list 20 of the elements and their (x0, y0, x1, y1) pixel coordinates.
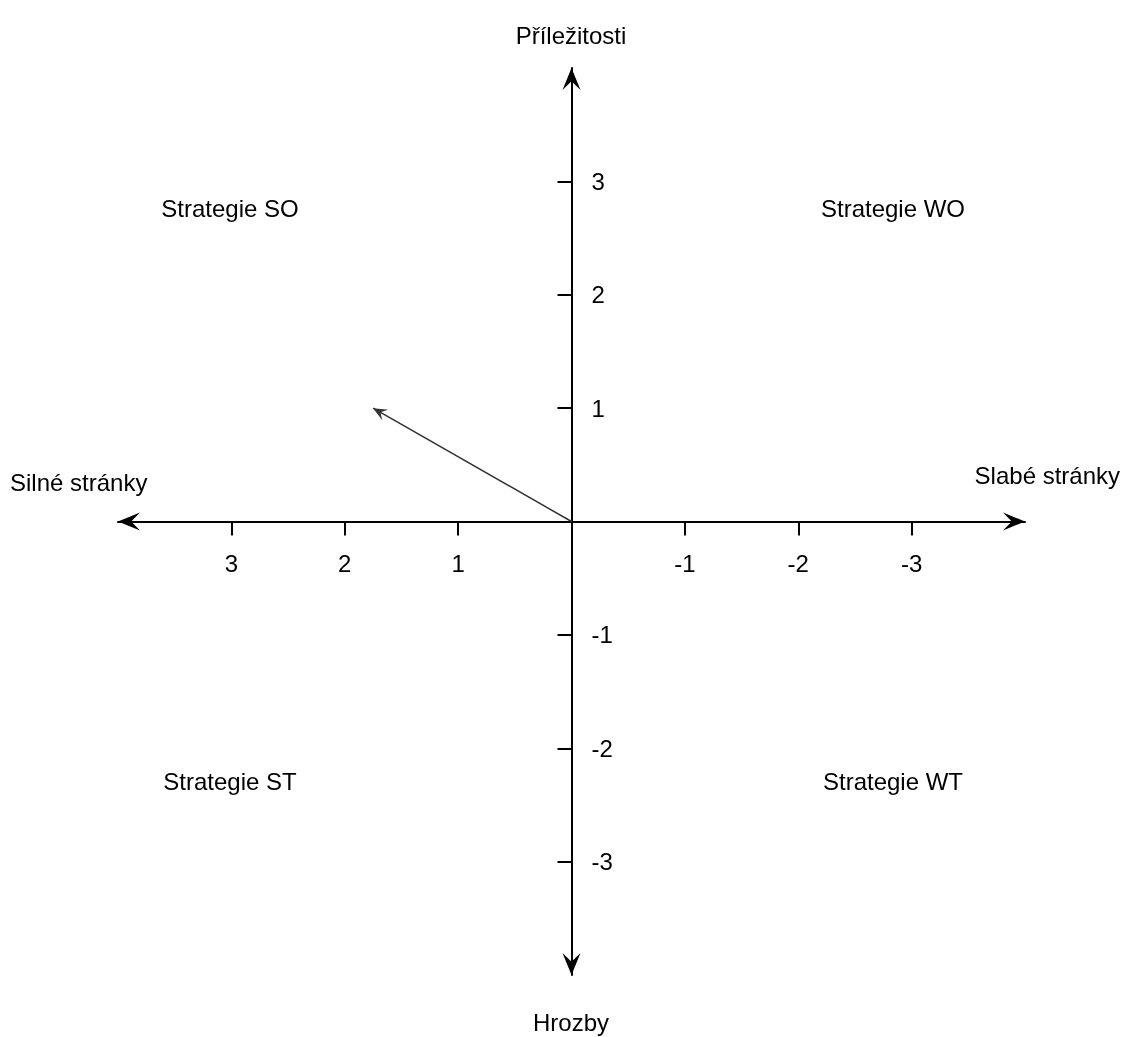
annotation: Strategie ST (163, 767, 298, 795)
y-tick-label: -2 (591, 734, 613, 762)
annotation: Strategie SO (161, 194, 299, 222)
y-tick-label: 1 (591, 394, 605, 422)
x-tick-label: -3 (900, 550, 923, 577)
annotation: Silné stránky (10, 468, 148, 496)
x-tick-label: -2 (787, 550, 809, 577)
y-tick-label: -3 (591, 848, 613, 876)
x-tick-label: 2 (338, 550, 352, 577)
annotation: Slabé stránky (974, 461, 1120, 489)
y-tick-label: -1 (591, 621, 613, 649)
annotation: Strategie WT (822, 767, 964, 795)
x-tick-label: 1 (451, 550, 465, 577)
x-tick-label: -1 (674, 550, 696, 577)
y-tick-label: 3 (591, 167, 605, 195)
text: Příležitosti (515, 21, 627, 49)
text: Hrozby (532, 1008, 610, 1036)
annotation: Strategie WO (820, 194, 966, 222)
y-tick-label: 2 (591, 281, 605, 309)
x-tick-label: 3 (224, 550, 239, 577)
